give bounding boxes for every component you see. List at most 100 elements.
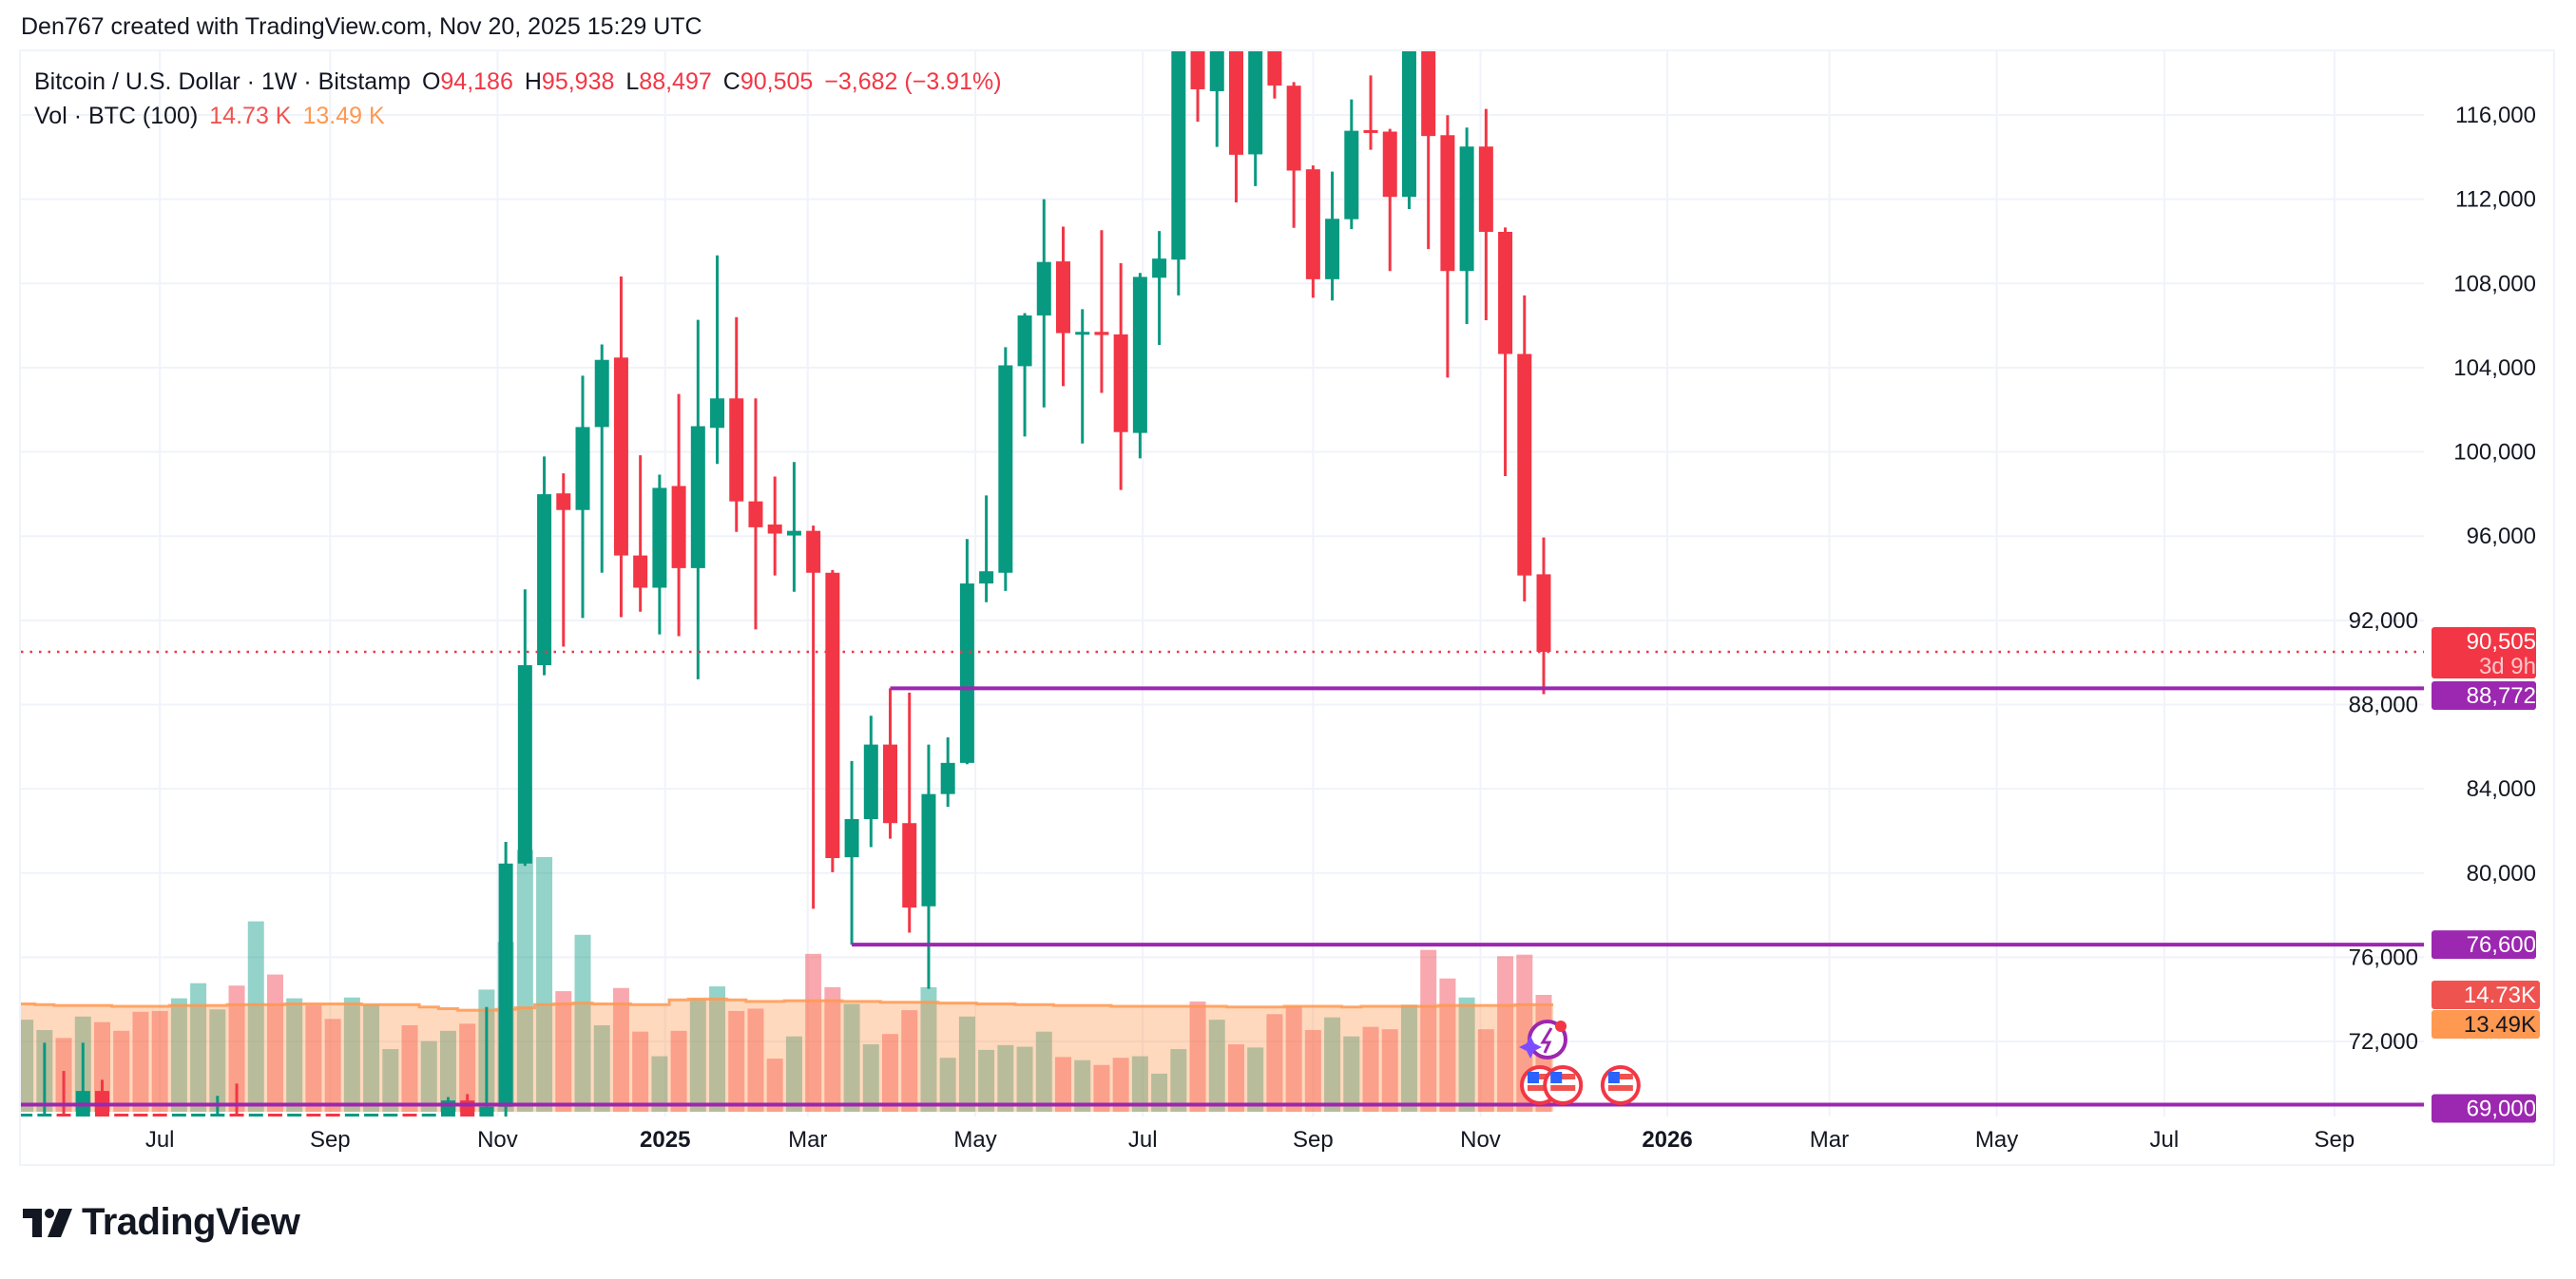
lightning-icon bbox=[1540, 1027, 1553, 1054]
candle-body bbox=[671, 486, 686, 568]
candle-body bbox=[1401, 51, 1416, 198]
candle bbox=[959, 539, 974, 765]
candle-body bbox=[364, 1114, 379, 1117]
volume-bar bbox=[651, 1056, 668, 1112]
volume-bar bbox=[882, 1034, 899, 1112]
volume-bar bbox=[113, 1030, 130, 1112]
horizontal-levels[interactable] bbox=[21, 650, 2424, 1107]
candle-body bbox=[1248, 51, 1263, 155]
price-tick-label: 72,000 bbox=[2349, 1029, 2418, 1055]
time-tick-label: Jul bbox=[2150, 1127, 2180, 1153]
candle-body bbox=[210, 1114, 225, 1117]
volume-bar bbox=[305, 1005, 322, 1112]
candle-body bbox=[152, 1114, 167, 1117]
candle bbox=[1440, 115, 1455, 378]
candle-body bbox=[998, 365, 1013, 573]
volume-bar bbox=[670, 1030, 687, 1112]
candle-body bbox=[1478, 146, 1493, 232]
candle bbox=[1286, 82, 1301, 228]
volume-bar bbox=[958, 1016, 975, 1112]
close-label: C bbox=[722, 68, 740, 95]
volume-bar bbox=[151, 1010, 168, 1112]
candle-body bbox=[1267, 51, 1282, 86]
candle-body bbox=[171, 1114, 186, 1117]
time-tick-label: Nov bbox=[1460, 1127, 1501, 1153]
volume-bar bbox=[228, 985, 245, 1112]
time-axis[interactable]: Jul Sep Nov 2025 Mar May Jul Sep Nov 2026 Mar May Ju… bbox=[145, 1127, 2355, 1153]
candle bbox=[883, 688, 898, 839]
volume-bar bbox=[1055, 1057, 1071, 1112]
candle bbox=[825, 569, 840, 872]
candle bbox=[652, 474, 667, 635]
candle-body bbox=[191, 1114, 206, 1117]
volume-bar bbox=[593, 1024, 610, 1112]
candle bbox=[421, 1114, 436, 1117]
us-flag-event-icon[interactable] bbox=[1543, 1065, 1584, 1105]
candle bbox=[191, 1114, 206, 1117]
candle-body bbox=[21, 1114, 33, 1117]
price-axis[interactable]: 116,000 112,000 108,000 104,000 100,000 96,00… bbox=[2349, 103, 2536, 1055]
candle-body bbox=[1056, 261, 1070, 334]
volume-bar bbox=[1285, 1005, 1302, 1112]
volume-bar bbox=[1131, 1056, 1148, 1112]
event-markers[interactable] bbox=[1519, 1020, 1641, 1105]
candle-body bbox=[806, 530, 821, 573]
candle bbox=[152, 1114, 167, 1117]
candle bbox=[921, 744, 936, 989]
us-flag-event-icon[interactable] bbox=[1600, 1065, 1641, 1105]
candle bbox=[729, 316, 744, 532]
candle bbox=[1017, 313, 1032, 437]
ai-insight-icon[interactable] bbox=[1519, 1020, 1567, 1059]
price-tick-label: 96,000 bbox=[2467, 524, 2536, 549]
flag-stripe bbox=[1550, 1085, 1576, 1091]
volume-bar bbox=[1362, 1026, 1379, 1112]
candle-body bbox=[1094, 332, 1109, 335]
candle-body bbox=[1036, 261, 1051, 315]
candle bbox=[690, 319, 705, 679]
price-tick-label: 80,000 bbox=[2467, 861, 2536, 887]
candle bbox=[556, 473, 571, 647]
flag-stripe bbox=[1528, 1085, 1552, 1091]
volume-bar bbox=[190, 983, 207, 1112]
candle-body bbox=[1382, 131, 1397, 198]
volume-bar bbox=[459, 1023, 476, 1112]
candle-body bbox=[1190, 51, 1205, 89]
flag-stripe bbox=[1607, 1074, 1633, 1079]
volume-indicator-title[interactable]: Vol · BTC (100) bbox=[34, 103, 199, 129]
candle-body bbox=[1132, 277, 1147, 433]
candle-body bbox=[537, 494, 552, 666]
volume-bar bbox=[862, 1044, 879, 1112]
volume-bar bbox=[324, 1019, 341, 1112]
candle bbox=[114, 1114, 129, 1117]
candle-body bbox=[556, 493, 571, 510]
volume-bar bbox=[1477, 1029, 1494, 1112]
candle bbox=[498, 841, 513, 1117]
candle-body bbox=[921, 793, 936, 907]
volume-ma-badge-bg bbox=[2432, 1010, 2540, 1039]
volume-bar bbox=[1170, 1049, 1187, 1112]
volume-bar bbox=[689, 999, 706, 1112]
candle-body bbox=[229, 1114, 244, 1117]
volume-bar bbox=[1304, 1029, 1321, 1112]
candle-body bbox=[1536, 574, 1551, 652]
flag-canton bbox=[1528, 1072, 1539, 1083]
candle bbox=[306, 1114, 321, 1117]
tradingview-logo[interactable]: TradingView bbox=[23, 1201, 300, 1244]
symbol-title[interactable]: Bitcoin / U.S. Dollar · 1W · Bitstamp bbox=[34, 68, 411, 95]
open-label: O bbox=[421, 68, 441, 95]
candle bbox=[1363, 75, 1378, 150]
time-tick-label: Sep bbox=[2314, 1127, 2355, 1153]
volume-bar bbox=[94, 1021, 110, 1112]
candle-body bbox=[767, 525, 782, 534]
candle-body bbox=[1325, 219, 1340, 279]
volume-bar bbox=[555, 991, 572, 1112]
candle bbox=[537, 456, 552, 676]
candle-body bbox=[1209, 51, 1224, 91]
candle-body bbox=[56, 1114, 71, 1117]
volume-bar bbox=[1189, 1001, 1206, 1112]
volume-bar bbox=[382, 1049, 399, 1112]
candle-body bbox=[1017, 315, 1032, 367]
candle bbox=[1478, 108, 1493, 321]
